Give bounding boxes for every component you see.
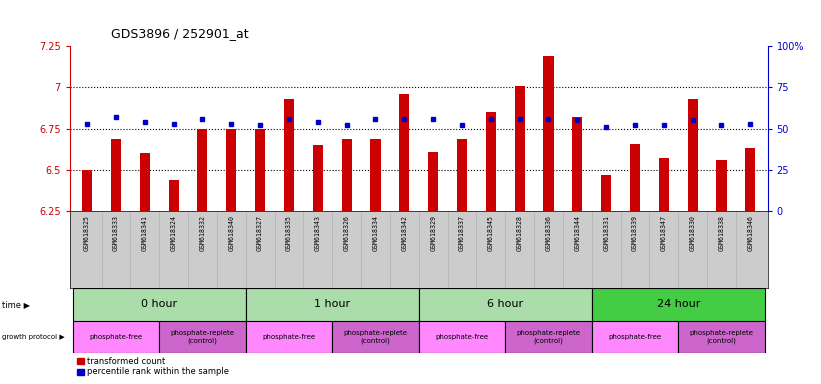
Bar	[592, 288, 764, 321]
Bar	[168, 180, 179, 211]
Bar	[592, 321, 678, 353]
Text: 6 hour: 6 hour	[487, 299, 523, 310]
Bar	[333, 321, 419, 353]
Text: GSM618335: GSM618335	[286, 215, 292, 251]
Bar	[717, 160, 727, 211]
Bar	[544, 56, 553, 211]
Bar	[245, 288, 419, 321]
Text: GSM618345: GSM618345	[488, 215, 493, 251]
Bar	[658, 158, 669, 211]
Text: GSM618330: GSM618330	[690, 215, 695, 251]
Bar	[197, 129, 208, 211]
Bar	[111, 139, 121, 211]
Bar	[140, 154, 149, 211]
Text: GSM618328: GSM618328	[516, 215, 523, 251]
Bar	[505, 321, 592, 353]
Text: phosphate-free: phosphate-free	[608, 334, 662, 340]
Text: GSM618342: GSM618342	[401, 215, 407, 251]
Bar	[745, 149, 755, 211]
Bar	[419, 288, 592, 321]
Bar	[245, 321, 333, 353]
Bar	[486, 112, 496, 211]
Text: 1 hour: 1 hour	[314, 299, 351, 310]
Text: GSM618326: GSM618326	[344, 215, 350, 251]
Text: phosphate-replete
(control): phosphate-replete (control)	[171, 330, 235, 344]
Bar	[227, 129, 236, 211]
Bar	[284, 99, 294, 211]
Text: GSM618333: GSM618333	[113, 215, 119, 251]
Text: GSM618324: GSM618324	[171, 215, 177, 251]
Bar	[342, 139, 351, 211]
Bar	[159, 321, 245, 353]
Legend: transformed count, percentile rank within the sample: transformed count, percentile rank withi…	[74, 354, 232, 380]
Text: GDS3896 / 252901_at: GDS3896 / 252901_at	[111, 27, 249, 40]
Bar	[73, 321, 159, 353]
Text: phosphate-free: phosphate-free	[89, 334, 143, 340]
Bar	[678, 321, 764, 353]
Text: GSM618329: GSM618329	[430, 215, 436, 251]
Text: time ▶: time ▶	[2, 300, 30, 309]
Text: 24 hour: 24 hour	[657, 299, 700, 310]
Text: phosphate-free: phosphate-free	[435, 334, 488, 340]
Text: GSM618340: GSM618340	[228, 215, 234, 251]
Text: 0 hour: 0 hour	[141, 299, 177, 310]
Text: GSM618332: GSM618332	[200, 215, 205, 251]
Bar	[370, 139, 380, 211]
Text: phosphate-free: phosphate-free	[263, 334, 315, 340]
Bar	[515, 86, 525, 211]
Text: GSM618336: GSM618336	[545, 215, 552, 251]
Text: GSM618338: GSM618338	[718, 215, 724, 251]
Text: GSM618344: GSM618344	[575, 215, 580, 251]
Text: GSM618343: GSM618343	[314, 215, 321, 251]
Text: phosphate-replete
(control): phosphate-replete (control)	[690, 330, 754, 344]
Text: growth protocol ▶: growth protocol ▶	[2, 334, 64, 340]
Text: GSM618327: GSM618327	[257, 215, 263, 251]
Bar	[688, 99, 698, 211]
Bar	[82, 170, 92, 211]
Bar	[399, 94, 410, 211]
Text: GSM618339: GSM618339	[632, 215, 638, 251]
Text: GSM618341: GSM618341	[142, 215, 148, 251]
Text: GSM618347: GSM618347	[661, 215, 667, 251]
Text: GSM618337: GSM618337	[459, 215, 465, 251]
Bar	[630, 144, 640, 211]
Text: phosphate-replete
(control): phosphate-replete (control)	[516, 330, 580, 344]
Bar	[457, 139, 467, 211]
Text: GSM618334: GSM618334	[373, 215, 378, 251]
Bar	[601, 175, 611, 211]
Bar	[572, 117, 582, 211]
Text: GSM618331: GSM618331	[603, 215, 609, 251]
Bar	[73, 288, 245, 321]
Text: phosphate-replete
(control): phosphate-replete (control)	[343, 330, 407, 344]
Bar	[313, 145, 323, 211]
Bar	[419, 321, 505, 353]
Bar	[428, 152, 438, 211]
Text: GSM618325: GSM618325	[84, 215, 90, 251]
Bar	[255, 129, 265, 211]
Text: GSM618346: GSM618346	[747, 215, 754, 251]
